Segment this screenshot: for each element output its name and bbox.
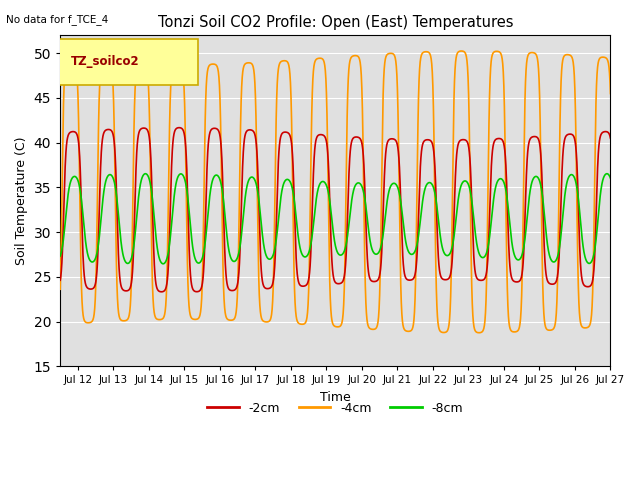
Text: TZ_soilco2: TZ_soilco2 xyxy=(71,55,140,68)
Legend: -2cm, -4cm, -8cm: -2cm, -4cm, -8cm xyxy=(202,396,468,420)
Title: Tonzi Soil CO2 Profile: Open (East) Temperatures: Tonzi Soil CO2 Profile: Open (East) Temp… xyxy=(157,15,513,30)
Text: No data for f_TCE_4: No data for f_TCE_4 xyxy=(6,14,109,25)
FancyBboxPatch shape xyxy=(54,39,198,85)
X-axis label: Time: Time xyxy=(320,391,351,404)
Y-axis label: Soil Temperature (C): Soil Temperature (C) xyxy=(15,137,28,265)
